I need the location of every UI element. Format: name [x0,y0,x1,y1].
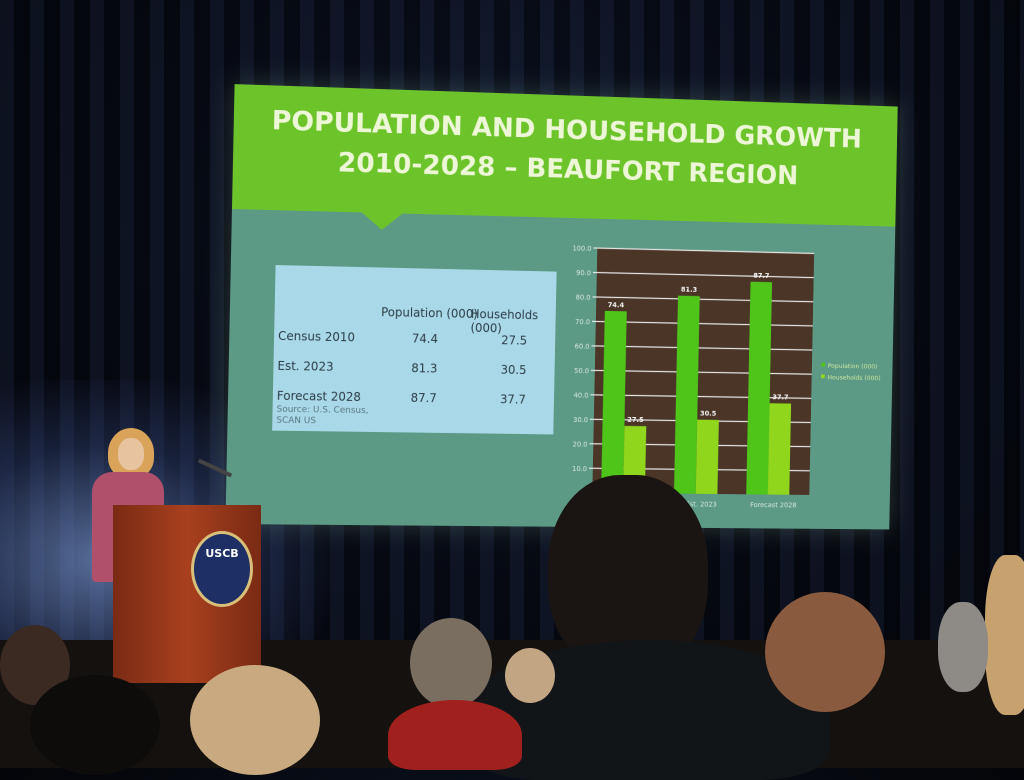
audience-head [938,602,988,692]
y-tick-label: 50.0 [574,367,589,375]
y-tick-label: 80.0 [576,294,591,302]
cell: 37.7 [499,392,526,407]
audience-head [765,592,885,712]
row-label: Census 2010 [277,328,356,345]
y-tick-label: 10.0 [572,465,587,473]
source-note: SCAN US [276,415,317,427]
data-label: 30.5 [700,410,717,418]
x-tick-label: Est. 2023 [686,501,717,509]
bar [695,419,719,495]
cell: 74.4 [411,331,439,346]
row-label: Est. 2023 [277,358,334,374]
y-tick-label: 40.0 [574,392,589,400]
data-label: 87.7 [753,272,769,280]
audience-head [30,675,160,775]
bar [601,310,627,494]
podium: USCB [113,505,261,683]
uscb-seal-logo: USCB [191,531,253,607]
data-label: 27.5 [627,416,644,424]
legend-label: Population (000) [828,362,878,371]
y-tick-label: 70.0 [575,318,590,326]
cell: 81.3 [411,361,438,376]
title-notch [360,211,404,231]
source-note: Source: U.S. Census, [276,404,369,417]
speaker-face [118,438,144,470]
legend-swatch [821,362,825,367]
legend-swatch [820,374,825,379]
bar [767,403,792,495]
y-tick-label: 100.0 [572,245,591,253]
data-label: 81.3 [681,286,698,294]
y-tick-label: 30.0 [573,416,588,424]
plot-area [592,248,815,495]
cell: 27.5 [501,333,528,348]
cell: 30.5 [500,362,527,378]
row-label: Forecast 2028 [276,388,362,405]
bar [746,281,773,495]
audience-head [190,665,320,775]
bar [673,295,700,494]
y-tick-label: 60.0 [575,343,590,351]
y-tick-label: 20.0 [573,441,588,449]
header-households: Households (000) [470,307,539,336]
legend-label: Households (000) [827,373,880,382]
cell: 87.7 [410,390,437,406]
projection-screen: POPULATION AND HOUSEHOLD GROWTH 2010-202… [225,84,898,530]
audience-head [985,555,1024,715]
data-label: 74.4 [608,301,625,309]
x-tick-label: Forecast 2028 [750,501,797,509]
audience-person [388,700,522,770]
data-table: Population (000) Households (000) Census… [272,265,557,435]
header-population: Population (000) [381,305,478,322]
y-tick-label: 90.0 [576,269,591,277]
audience-head [505,648,555,703]
audience-head [410,618,492,708]
bar-chart: 10.0 20.0 30.0 40.0 50.0 60.0 70.0 80.0 90.0 100.… [572,245,881,510]
data-label: 37.7 [772,394,788,402]
